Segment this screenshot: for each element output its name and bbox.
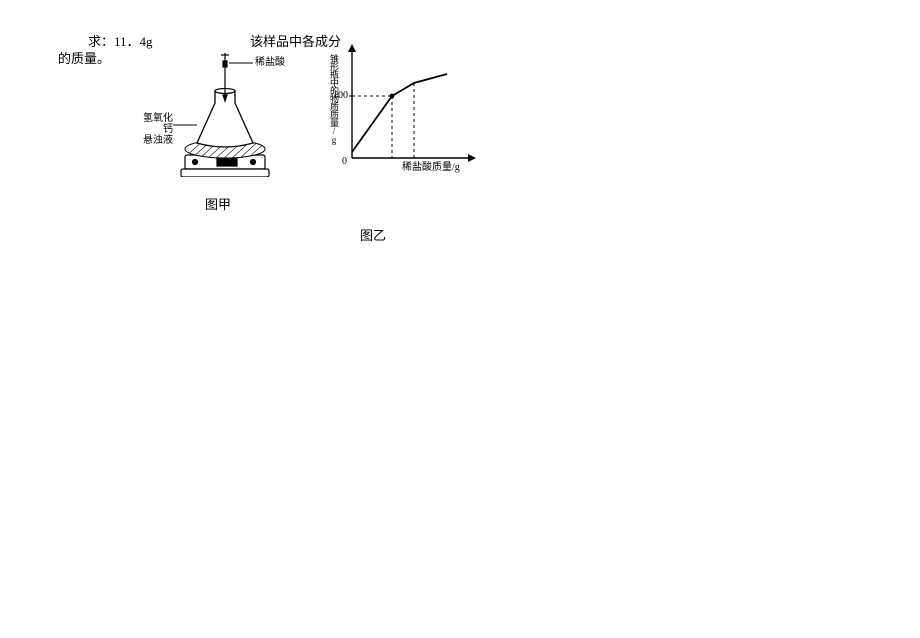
dashed-guides-icon <box>352 83 414 158</box>
flask-label-line1: 氢氧化钙 <box>143 113 173 135</box>
y-tick-100: 100 <box>333 90 348 101</box>
axes-icon <box>348 44 476 162</box>
flask-label: 氢氧化钙 悬浊液 <box>137 113 173 146</box>
series-line-icon <box>352 74 447 152</box>
y-axis-label: 锥形瓶中的物质质量/g <box>322 54 338 154</box>
dropper-label: 稀盐酸 <box>255 57 285 68</box>
apparatus-figure: 稀盐酸 氢氧化钙 悬浊液 <box>155 47 295 177</box>
origin-zero: 0 <box>342 156 347 167</box>
caption-1: 图甲 <box>205 194 231 213</box>
series-point-icon <box>390 94 395 99</box>
x-axis-label: 稀盐酸质量/g <box>402 162 460 173</box>
chart-figure: 锥形瓶中的物质质量/g 稀盐酸质量/g 100 0 <box>320 40 490 180</box>
problem-text-2: 的质量。 <box>58 50 110 68</box>
caption-2: 图乙 <box>360 225 386 244</box>
problem-text-1a: 求：11．4g <box>88 33 153 51</box>
flask-label-line2: 悬浊液 <box>143 135 173 146</box>
